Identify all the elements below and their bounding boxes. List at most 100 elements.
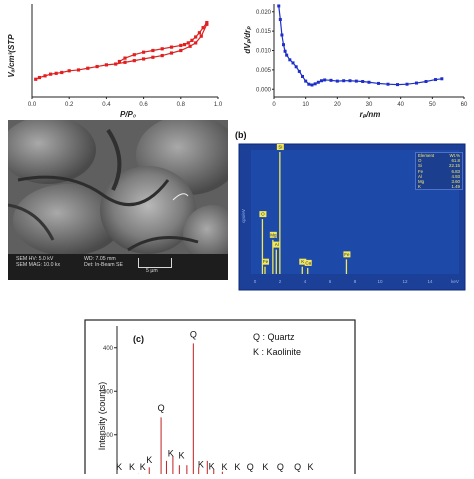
isotherm-point [194, 41, 198, 45]
pore-point [396, 83, 399, 87]
xrd-peak-annotation: K [198, 459, 204, 469]
xrd-peak-annotation: K [168, 449, 174, 459]
eds-panel-label: (b) [235, 130, 247, 140]
pore-point [283, 49, 287, 53]
pore-point [361, 80, 365, 83]
isotherm-point [114, 62, 118, 66]
eds-x-tick-label: 10 [377, 279, 383, 284]
xrd-peak-annotation: K [116, 462, 122, 472]
isotherm-point [123, 56, 127, 60]
xrd-svg: (c) Q : Quartz K : Kaolinite Intensity (… [84, 319, 356, 479]
eds-peak-label: Al [275, 242, 279, 247]
eds-x-tick-label: 2 [279, 279, 282, 284]
eds-table-header: Element Wt.% [418, 153, 460, 158]
pore-point [304, 79, 308, 83]
pore-x-tick-label: 10 [302, 102, 309, 108]
pore-point [301, 74, 304, 78]
xrd-peak-annotation: K [234, 462, 240, 472]
pore-x-tick-label: 30 [366, 102, 373, 108]
isotherm-point [37, 75, 42, 80]
eds-x-tick-label: 0 [254, 279, 257, 284]
pore-y-tick-label: 0.020 [256, 10, 272, 16]
pore-point [367, 80, 371, 84]
eds-peak-label-box [273, 241, 281, 248]
sem-info-bar: SEM HV: 5.0 kV SEM MAG: 10.0 kx WD: 7.05… [8, 254, 228, 280]
isotherm-svg: Vₐ/cm³(STP P/P₀ 0.0 0.2 0.4 0.6 0.8 1.0 [7, 4, 223, 119]
isotherm-point [205, 22, 209, 26]
pore-point [415, 81, 418, 85]
eds-x-tick-label: 12 [402, 279, 408, 284]
pore-point [354, 79, 358, 83]
isotherm-point [194, 35, 198, 39]
xrd-panel-label: (c) [133, 334, 144, 344]
isotherm-x-tick-label: 0.4 [102, 102, 111, 108]
isotherm-point [43, 74, 47, 78]
eds-table-row: Si 22.15 [418, 163, 460, 169]
xrd-peak-annotation: Q [247, 462, 254, 472]
pore-point [424, 80, 428, 83]
eds-ylabel: cps/eV [241, 209, 246, 223]
isotherm-point [117, 59, 122, 64]
pore-point [277, 4, 281, 8]
pore-point [405, 82, 409, 86]
eds-x-tick-label: 8 [354, 279, 357, 284]
isotherm-point [86, 66, 90, 70]
isotherm-chart: Vₐ/cm³(STP P/P₀ 0.0 0.2 0.4 0.6 0.8 1.0 [0, 0, 225, 120]
isotherm-ylabel: Vₐ/cm³(STP [7, 34, 16, 78]
isotherm-point [160, 47, 164, 51]
isotherm-point [95, 64, 99, 69]
pore-point [348, 79, 352, 83]
eds-peak-label-box [262, 258, 269, 265]
isotherm-point [190, 38, 194, 42]
isotherm-point [199, 34, 203, 38]
sem-scale: 5 µm [146, 268, 158, 274]
pore-point [280, 33, 284, 37]
isotherm-point [151, 48, 155, 53]
xrd-peak-annotation: K [262, 462, 268, 472]
isotherm-point [151, 55, 155, 59]
pore-point [342, 79, 346, 83]
isotherm-point [188, 44, 192, 48]
pore-point [288, 58, 292, 62]
isotherm-point [123, 60, 127, 64]
pore-x-tick-label: 20 [334, 102, 341, 108]
isotherm-point [179, 43, 183, 48]
eds-peak-label-box [269, 231, 277, 238]
eds-composition-table: Element Wt.% O 61.8 Si 22.15 Fe 6.83 Al 4.93 … [415, 152, 463, 191]
isotherm-point [104, 63, 108, 67]
isotherm-point [160, 53, 164, 58]
xrd-peak-annotation: K [146, 455, 152, 465]
pore-point [278, 18, 282, 21]
eds-peak-label-box [343, 251, 351, 258]
pore-y-tick-label: 0.010 [256, 49, 272, 55]
isotherm-point [201, 26, 205, 30]
xrd-peak-annotation: K [221, 462, 227, 472]
isotherm-point [169, 51, 174, 55]
isotherm-point [49, 72, 53, 76]
pore-point [320, 79, 323, 83]
eds-table-row: Al 4.93 [418, 173, 460, 179]
xrd-peak-annotation: K [129, 462, 135, 472]
eds-table-row: O 61.8 [418, 158, 460, 164]
eds-peak-label: Fe [263, 259, 269, 264]
xrd-peak-annotation: K [178, 451, 184, 461]
eds-peak-label-box [299, 258, 307, 265]
pore-point [386, 82, 390, 86]
eds-x-tick-label: 4 [304, 279, 307, 284]
pore-y-tick-label: 0.015 [256, 29, 272, 35]
isotherm-x-tick-label: 0.2 [65, 102, 74, 108]
pore-xlabel: rₚ/nm [360, 110, 381, 119]
isotherm-point [132, 59, 136, 63]
isotherm-point [186, 41, 190, 45]
pore-size-chart: dVₚ/drₚ rₚ/nm 0 10 20 30 40 50 60 0.000 0.005 0.0… [238, 0, 474, 120]
isotherm-point [182, 42, 187, 47]
eds-peak-label: O [261, 212, 265, 217]
pore-point [377, 81, 380, 85]
eds-peak-label-box [304, 259, 312, 266]
xrd-peak-annotation: Q [158, 403, 165, 413]
xrd-y-tick-label: 300 [103, 389, 114, 395]
xrd-ylabel: Intensity (counts) [97, 382, 107, 451]
eds-x-tick-label: 6 [329, 279, 332, 284]
xrd-y-tick-label: 200 [103, 433, 114, 439]
pore-point [307, 82, 311, 86]
